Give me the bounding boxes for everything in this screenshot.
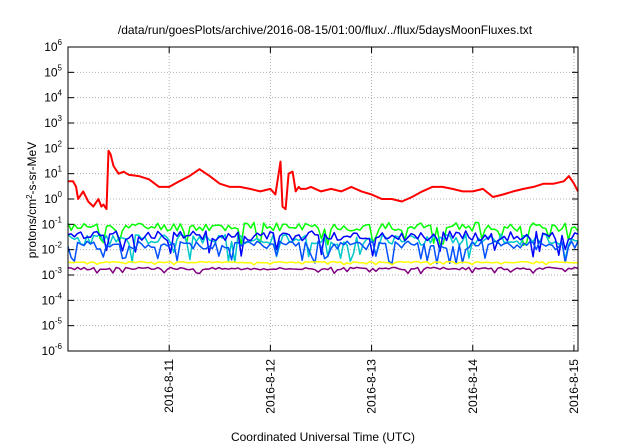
y-tick-label: 100 [44,190,62,206]
series-layer [67,149,579,275]
x-tick-label: 2016-8-15 [567,359,581,414]
series-line-5 [67,260,579,266]
y-tick-label: 10-1 [42,215,63,231]
y-tick-label: 10-2 [42,241,63,257]
y-tick-label: 10-3 [42,266,63,282]
chart-title: /data/run/goesPlots/archive/2016-08-15/0… [118,23,533,37]
x-axis-ticks: 2016-8-11 2016-8-12 2016-8-13 2016-8-14 2016… [162,47,581,414]
y-tick-label: 10-5 [42,317,63,333]
grid-lines [68,47,578,351]
x-tick-label: 2016-8-14 [466,359,480,414]
y-axis-label-exp: 2 [25,194,34,199]
series-line-1 [67,221,579,247]
y-tick-label: 105 [44,63,62,79]
y-axis-label-part1: protons/cm [25,199,39,258]
y-tick-label: 10-6 [42,342,63,358]
y-tick-label: 101 [44,165,62,181]
y-axis-label: protons/cm2-s-sr-MeV [25,142,40,258]
y-axis-ticks: 10-6 10-5 10-4 10-3 10-2 10-1 100 101 102 103 104 1… [42,38,578,358]
series-line-0 [68,149,579,211]
x-tick-label: 2016-8-12 [263,359,277,414]
y-tick-label: 106 [44,38,62,54]
x-tick-label: 2016-8-13 [365,359,379,414]
series-line-4 [67,240,579,265]
y-tick-label: 104 [44,89,62,105]
y-tick-label: 102 [44,139,62,155]
series-line-6 [67,266,579,275]
x-tick-label: 2016-8-11 [162,359,176,413]
x-axis-label: Coordinated Universal Time (UTC) [231,430,415,444]
y-tick-label: 10-4 [42,291,63,307]
y-tick-label: 103 [44,114,62,130]
y-axis-label-part2: -s-sr-MeV [25,142,39,195]
